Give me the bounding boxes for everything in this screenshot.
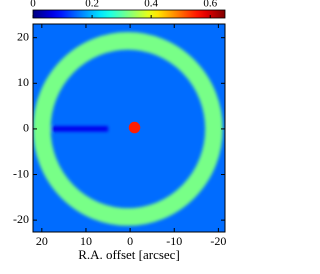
colorbar-tick-label: 0.4 [144, 0, 158, 10]
image-features [33, 32, 223, 226]
image [33, 24, 225, 232]
x-tick-label: -20 [210, 234, 226, 248]
x-tick-label: 0 [127, 234, 133, 248]
core [128, 121, 141, 134]
colorbar-tick-label: 0.6 [203, 0, 217, 10]
x-axis-label: R.A. offset [arcsec] [78, 247, 180, 262]
colorbar-tick-label: 0.2 [85, 0, 99, 10]
colorbar [32, 9, 226, 19]
y-tick-label: 20 [17, 29, 29, 43]
y-tick-label: 0 [23, 121, 29, 135]
y-tick-label: -20 [13, 212, 29, 226]
ring [33, 32, 223, 226]
y-tick-label: 10 [17, 75, 29, 89]
colorbar-tick-label: 0 [30, 0, 36, 10]
x-tick-label: 20 [36, 234, 48, 248]
x-tick-label: 10 [80, 234, 92, 248]
plot-frame [32, 23, 226, 233]
chart: R.A. offset [arcsec] 0 0.2 0.4 0.6 20 10 0 -10 -… [13, 0, 226, 262]
y-tick-label: -10 [13, 166, 29, 180]
x-tick-label: -10 [166, 234, 182, 248]
